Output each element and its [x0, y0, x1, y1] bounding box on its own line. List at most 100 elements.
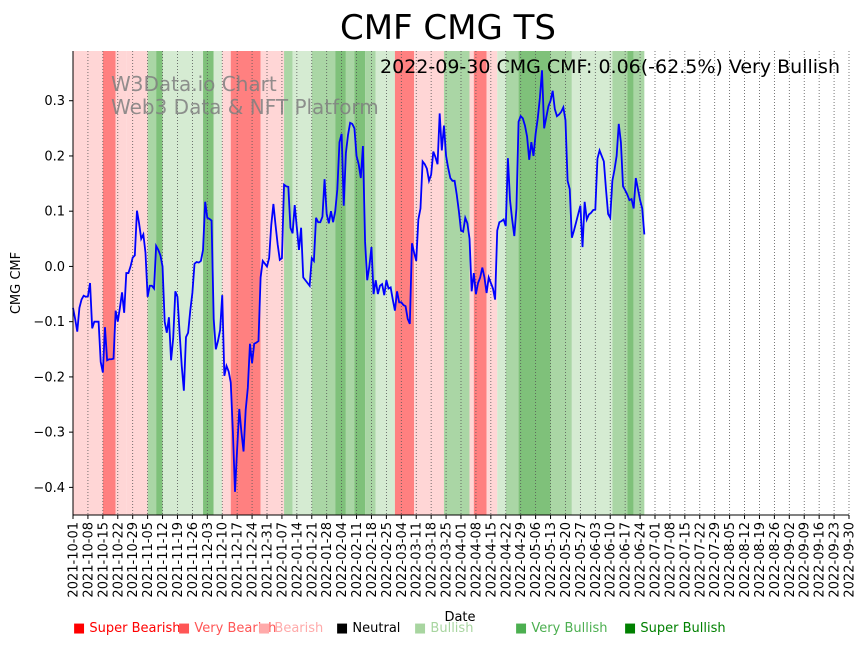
x-tick-label: 2022-04-08 [469, 522, 484, 598]
x-tick-label: 2021-11-05 [141, 522, 156, 598]
band-bullish [213, 51, 223, 515]
chart-title: CMF CMG TS [340, 8, 556, 48]
x-tick-label: 2022-03-18 [425, 522, 440, 598]
x-tick-label: 2022-09-09 [798, 522, 813, 598]
band-bullish [571, 51, 613, 515]
x-tick-label: 2021-11-19 [171, 522, 186, 598]
band-bearish [115, 51, 127, 515]
x-tick-label: 2022-06-03 [589, 522, 604, 598]
band-bullish [497, 51, 506, 515]
band-bullish [292, 51, 312, 515]
legend-item-bullish: ■ Bullish [414, 621, 473, 636]
x-tick-label: 2021-11-26 [186, 522, 201, 598]
band-very-bullish [633, 51, 645, 515]
band-very-bearish [230, 51, 261, 515]
band-very-bullish [311, 51, 336, 515]
band-bearish [126, 51, 148, 515]
y-tick-label: 0.1 [44, 205, 65, 220]
y-tick-label: 0.2 [44, 149, 65, 164]
x-tick-label: 2022-07-01 [649, 522, 664, 598]
legend-label: Super Bearish [89, 621, 181, 636]
band-very-bullish [612, 51, 628, 515]
x-tick-label: 2022-02-11 [350, 522, 365, 598]
legend-swatch: ■ [624, 621, 641, 636]
x-tick-label: 2021-12-17 [231, 522, 246, 598]
legend-item-super-bullish: ■ Super Bullish [624, 621, 726, 636]
x-tick-label: 2022-09-30 [843, 522, 858, 598]
band-very-bullish [147, 51, 157, 515]
watermark-line-1: W3Data.io Chart [111, 72, 277, 96]
x-tick-label: 2021-11-12 [156, 522, 171, 598]
x-tick-label: 2021-12-03 [201, 522, 216, 598]
x-axis-label: Date [444, 610, 475, 625]
legend-label: Neutral [352, 621, 401, 636]
x-tick-label: 2022-08-26 [768, 522, 783, 598]
x-grid [72, 51, 850, 515]
band-very-bullish [443, 51, 470, 515]
band-super-bullish [354, 51, 366, 515]
x-tick-label: 2022-06-17 [619, 522, 634, 598]
y-axis-label: CMG CMF [9, 252, 24, 314]
x-tick-label: 2022-05-27 [574, 522, 589, 598]
x-tick-label: 2022-06-24 [634, 522, 649, 598]
x-tick-label: 2021-10-22 [111, 522, 126, 598]
x-tick-label: 2022-09-23 [828, 522, 843, 598]
y-tick-label: −0.3 [33, 426, 65, 441]
x-tick-label: 2022-01-21 [305, 522, 320, 598]
x-tick-label: 2021-12-24 [246, 522, 261, 598]
x-tick-label: 2021-12-31 [261, 522, 276, 598]
x-tick-label: 2022-07-29 [708, 522, 723, 598]
band-bearish [222, 51, 231, 515]
y-axis-ticks: 0.3 0.2 0.1 0.0 −0.1 −0.2 −0.3 −0.4 [33, 94, 73, 496]
x-tick-label: 2021-10-01 [67, 522, 82, 598]
x-tick-label: 2022-08-19 [753, 522, 768, 598]
legend-label: Very Bullish [531, 621, 608, 636]
x-tick-label: 2022-09-02 [783, 522, 798, 598]
legend-swatch: ■ [258, 621, 275, 636]
cmf-series-line [72, 70, 646, 492]
legend-swatch: ■ [178, 621, 195, 636]
x-tick-label: 2022-07-15 [678, 522, 693, 598]
legend: ■ Super Bearish ■ Very Bearish ■ Bearish ■ … [0, 621, 864, 639]
band-super-bullish [335, 51, 346, 515]
y-tick-label: −0.1 [33, 315, 65, 330]
band-very-bearish [394, 51, 415, 515]
legend-swatch: ■ [336, 621, 353, 636]
x-tick-label: 2022-04-29 [514, 522, 529, 598]
x-tick-label: 2022-02-18 [365, 522, 380, 598]
x-tick-label: 2021-10-15 [96, 522, 111, 598]
band-very-bullish [345, 51, 355, 515]
band-super-bullish [627, 51, 634, 515]
x-tick-label: 2022-03-11 [410, 522, 425, 598]
legend-item-very-bearish: ■ Very Bearish [178, 621, 276, 636]
legend-swatch: ■ [73, 621, 90, 636]
band-very-bullish [284, 51, 293, 515]
x-tick-label: 2021-10-29 [126, 522, 141, 598]
legend-label: Bullish [430, 621, 474, 636]
band-very-bearish [102, 51, 116, 515]
legend-item-neutral: ■ Neutral [336, 621, 400, 636]
legend-item-very-bullish: ■ Very Bullish [515, 621, 607, 636]
regime-bands [73, 51, 645, 515]
x-axis-ticks: 2021-10-01 2021-10-08 2021-10-15 2021-10-22… [67, 515, 858, 598]
x-tick-label: 2022-09-16 [813, 522, 828, 598]
x-tick-label: 2022-01-28 [320, 522, 335, 598]
x-tick-label: 2022-05-13 [544, 522, 559, 598]
latest-value-annotation: 2022-09-30 CMG CMF: 0.06(-62.5%) Very Bu… [380, 56, 840, 78]
band-super-bullish [156, 51, 163, 515]
x-tick-label: 2022-04-15 [484, 522, 499, 598]
band-bearish [486, 51, 498, 515]
x-tick-label: 2022-05-06 [529, 522, 544, 598]
x-tick-label: 2021-12-10 [216, 522, 231, 598]
legend-item-super-bearish: ■ Super Bearish [73, 621, 181, 636]
legend-label: Bearish [274, 621, 324, 636]
band-very-bullish [505, 51, 519, 515]
band-very-bullish [365, 51, 376, 515]
legend-label: Very Bearish [194, 621, 277, 636]
legend-item-bearish: ■ Bearish [258, 621, 323, 636]
band-super-bullish [518, 51, 551, 515]
x-tick-label: 2022-07-22 [693, 522, 708, 598]
x-tick-label: 2022-08-05 [723, 522, 738, 598]
x-tick-label: 2022-07-08 [663, 522, 678, 598]
